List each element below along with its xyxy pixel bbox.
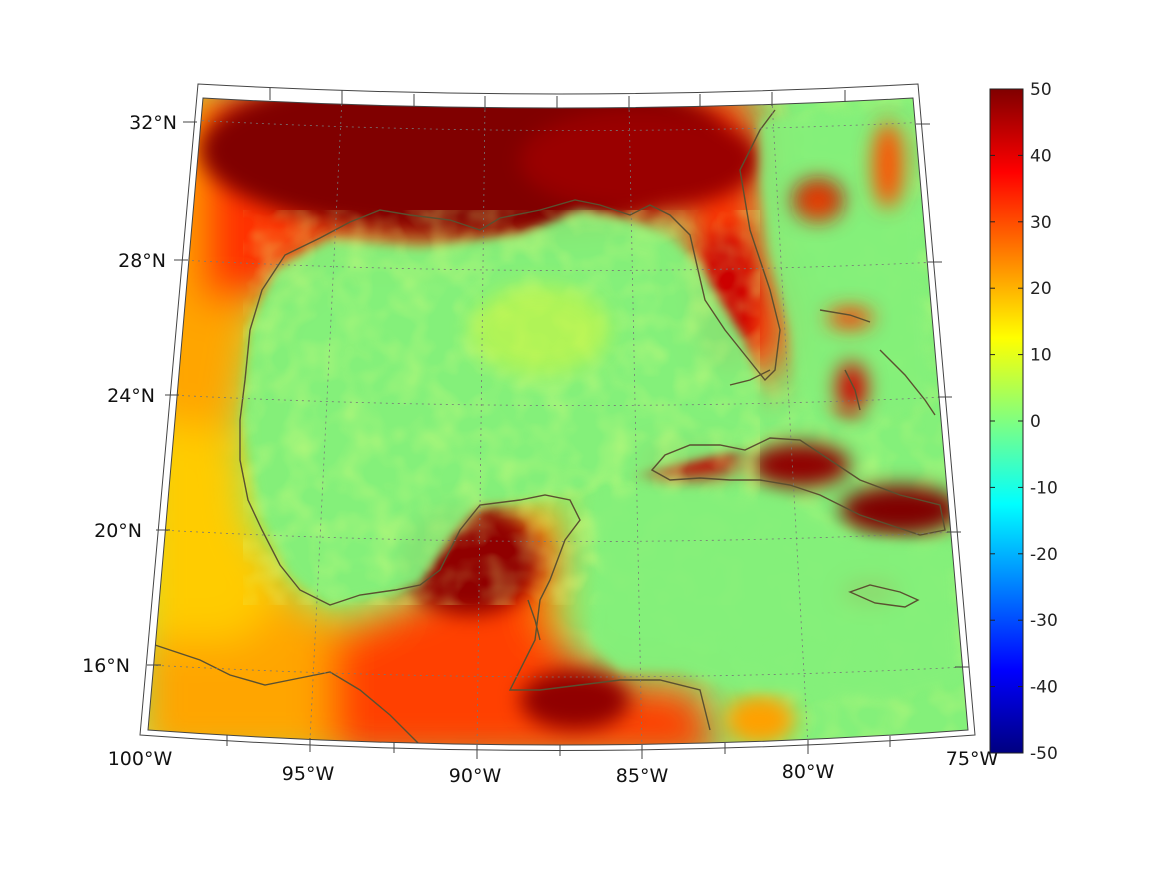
western-mexico-heat	[148, 420, 280, 640]
coastline-mexico-west	[239, 329, 711, 731]
colorbar-tick-label: -40	[1030, 678, 1058, 698]
hotspot-gulf-coast-ne	[520, 110, 760, 210]
coastline-bahamas-b	[844, 369, 861, 411]
map-frame	[139, 83, 976, 751]
lon-label-85w: 85°W	[616, 765, 669, 787]
lon-label-100w: 100°W	[108, 748, 173, 770]
coastline-pacific	[154, 644, 421, 745]
lat-label-16n: 16°N	[82, 655, 130, 677]
colorbar-tick-label: 50	[1030, 80, 1052, 100]
colorbar-tick-label: -10	[1030, 478, 1058, 498]
coastline-bahamas-a	[819, 309, 871, 323]
graticule	[149, 98, 966, 745]
lon-label-90w: 90°W	[449, 765, 502, 787]
hotspot-cuba-central	[750, 443, 850, 487]
lon-label-80w: 80°W	[782, 761, 835, 783]
hotspot-honduras	[520, 670, 630, 730]
coastline-jamaica	[848, 584, 920, 608]
map-field	[148, 98, 968, 745]
frame-outer	[139, 83, 976, 751]
coastline-gulf-north	[249, 109, 781, 382]
lat-label-32n: 32°N	[129, 112, 177, 134]
coastline-cuba	[650, 437, 946, 536]
lat-label-20n: 20°N	[94, 520, 142, 542]
longitude-labels: 100°W 95°W 90°W 85°W 80°W 75°W	[108, 748, 999, 787]
atlantic-hotspots	[794, 123, 902, 412]
colorbar-tick-label: 0	[1030, 412, 1041, 432]
lat-label-28n: 28°N	[118, 250, 166, 272]
colorbar-tick-label: 40	[1030, 146, 1052, 166]
lon-label-75w: 75°W	[946, 748, 999, 770]
colorbar-tick-label: -30	[1030, 611, 1058, 631]
coastline-bahamas-c	[879, 349, 936, 416]
coastline-belize-islands	[527, 599, 541, 641]
gulf-texture	[243, 210, 760, 605]
colorbar: 50 40 30 20 10 0 -10 -20 -30 -40 -50	[989, 80, 1058, 764]
colorbar-ticks	[990, 88, 1023, 754]
bahamas-strip	[874, 123, 902, 207]
meridian-95w	[309, 98, 343, 741]
parallel-28n	[179, 259, 939, 271]
lat-label-24n: 24°N	[107, 385, 155, 407]
colorbar-labels: 50 40 30 20 10 0 -10 -20 -30 -40 -50	[1030, 80, 1058, 764]
colorbar-tick-label: -20	[1030, 545, 1058, 565]
abaco-hotspot	[828, 309, 872, 327]
coastline-keys	[729, 369, 771, 386]
colorbar-tick-label: 20	[1030, 279, 1052, 299]
latitude-labels: 16°N 20°N 24°N 28°N 32°N	[82, 112, 177, 677]
hotspot-caribbean-s	[725, 695, 795, 745]
coastlines	[154, 109, 946, 745]
colorbar-gradient	[989, 88, 1024, 754]
parallel-16n	[149, 664, 966, 678]
bahamas-ring-inner	[806, 192, 830, 212]
lon-label-95w: 95°W	[282, 763, 335, 785]
central-gulf-yellowish	[470, 285, 610, 375]
frame-inner	[147, 97, 969, 746]
colorbar-tick-label: -50	[1030, 744, 1058, 764]
colorbar-tick-label: 30	[1030, 213, 1052, 233]
caribbean-water	[590, 490, 960, 700]
andros-hotspot	[838, 364, 866, 412]
parallel-20n	[159, 529, 956, 542]
frame-ticks	[147, 88, 969, 759]
hotspot-cuba-east	[840, 485, 960, 535]
colorbar-tick-label: 10	[1030, 346, 1052, 366]
